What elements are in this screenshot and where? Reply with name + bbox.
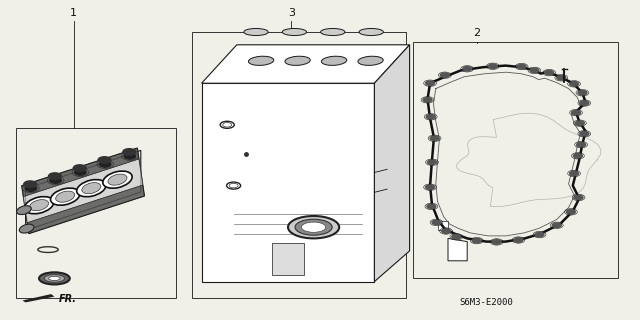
- Text: FR.: FR.: [59, 294, 77, 304]
- Circle shape: [428, 160, 436, 164]
- Ellipse shape: [288, 216, 339, 238]
- Bar: [16, 128, 176, 298]
- Polygon shape: [448, 238, 467, 261]
- Ellipse shape: [321, 28, 345, 36]
- Polygon shape: [202, 45, 410, 83]
- Circle shape: [545, 70, 554, 75]
- Circle shape: [426, 185, 435, 189]
- Ellipse shape: [321, 56, 347, 65]
- Circle shape: [24, 181, 36, 187]
- Circle shape: [426, 115, 435, 119]
- Polygon shape: [23, 159, 143, 223]
- Circle shape: [99, 161, 111, 167]
- Ellipse shape: [359, 28, 383, 36]
- Polygon shape: [22, 148, 139, 196]
- Circle shape: [430, 136, 439, 140]
- Circle shape: [492, 240, 501, 244]
- Polygon shape: [202, 83, 374, 282]
- Circle shape: [426, 81, 435, 85]
- Circle shape: [488, 64, 497, 68]
- Bar: [413, 42, 618, 278]
- Ellipse shape: [29, 200, 49, 211]
- Circle shape: [573, 154, 582, 158]
- Polygon shape: [374, 45, 410, 282]
- Circle shape: [574, 195, 583, 200]
- Ellipse shape: [44, 275, 65, 282]
- Circle shape: [552, 223, 561, 228]
- Circle shape: [463, 67, 472, 71]
- Circle shape: [423, 98, 432, 102]
- Circle shape: [570, 82, 579, 86]
- Polygon shape: [438, 221, 448, 230]
- Text: 2: 2: [473, 28, 481, 38]
- Circle shape: [427, 204, 436, 209]
- Ellipse shape: [77, 180, 106, 197]
- Circle shape: [566, 210, 575, 214]
- Circle shape: [49, 173, 61, 179]
- Circle shape: [452, 235, 461, 239]
- Text: S6M3-E2000: S6M3-E2000: [460, 298, 513, 307]
- Ellipse shape: [103, 171, 132, 188]
- Ellipse shape: [248, 56, 274, 65]
- Ellipse shape: [301, 222, 326, 232]
- Circle shape: [123, 149, 136, 155]
- Circle shape: [578, 91, 587, 95]
- Ellipse shape: [82, 183, 101, 194]
- Ellipse shape: [108, 174, 127, 185]
- Circle shape: [580, 101, 589, 105]
- Circle shape: [75, 170, 86, 175]
- Polygon shape: [22, 294, 54, 302]
- Ellipse shape: [17, 206, 31, 215]
- Circle shape: [442, 229, 451, 233]
- Circle shape: [530, 68, 539, 73]
- Ellipse shape: [285, 56, 310, 65]
- Ellipse shape: [51, 188, 80, 205]
- Circle shape: [50, 178, 61, 183]
- Ellipse shape: [56, 191, 75, 202]
- Circle shape: [575, 121, 584, 125]
- Circle shape: [514, 238, 523, 242]
- Ellipse shape: [244, 28, 268, 36]
- Ellipse shape: [49, 276, 60, 280]
- Ellipse shape: [358, 56, 383, 65]
- Circle shape: [25, 186, 36, 191]
- Circle shape: [440, 73, 449, 77]
- Text: 3: 3: [288, 8, 294, 18]
- Circle shape: [98, 157, 111, 163]
- Circle shape: [517, 64, 526, 69]
- Circle shape: [580, 132, 589, 136]
- Polygon shape: [27, 185, 145, 234]
- Ellipse shape: [19, 224, 34, 233]
- Ellipse shape: [24, 196, 54, 214]
- Bar: [272, 243, 304, 275]
- Ellipse shape: [39, 272, 70, 284]
- Circle shape: [535, 232, 544, 237]
- Ellipse shape: [282, 28, 307, 36]
- Text: 1: 1: [70, 8, 77, 18]
- Circle shape: [472, 238, 481, 243]
- Circle shape: [124, 153, 136, 159]
- Circle shape: [74, 165, 86, 171]
- Circle shape: [557, 76, 566, 80]
- Circle shape: [432, 220, 441, 225]
- Circle shape: [577, 142, 586, 147]
- Ellipse shape: [295, 219, 332, 235]
- Circle shape: [570, 171, 579, 176]
- Bar: [192, 32, 406, 298]
- Circle shape: [572, 110, 580, 115]
